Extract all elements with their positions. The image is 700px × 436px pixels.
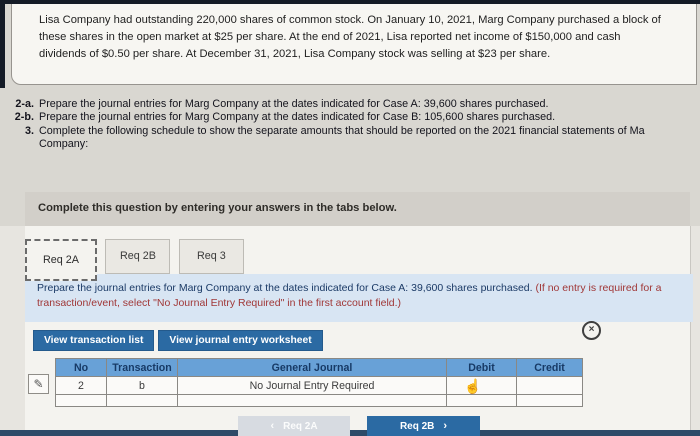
instruction-main: Prepare the journal entries for Marg Com… <box>37 282 536 294</box>
instruction-text: Prepare the journal entries for Marg Com… <box>25 274 693 311</box>
chevron-right-icon: › <box>443 420 448 432</box>
requirement-instruction-panel: Prepare the journal entries for Marg Com… <box>25 274 693 322</box>
cell-credit[interactable] <box>516 376 583 395</box>
cell-no: 2 <box>55 376 107 395</box>
window-top-edge <box>0 0 700 4</box>
table-header-row: No Transaction General Journal Debit Cre… <box>55 358 583 377</box>
cell-debit[interactable] <box>446 376 517 395</box>
tab-req-2b[interactable]: Req 2B <box>105 239 171 274</box>
next-req-2b-button[interactable]: Req 2B › <box>367 416 480 436</box>
cell-transaction <box>106 394 178 407</box>
cell-debit[interactable] <box>446 394 517 407</box>
next-button-label: Req 2B <box>399 420 435 432</box>
cell-general-journal[interactable]: No Journal Entry Required <box>177 376 447 395</box>
window-left-edge <box>0 0 5 88</box>
view-transaction-list-button[interactable]: View transaction list <box>33 330 155 351</box>
tab-req-2a[interactable]: Req 2A <box>25 239 97 281</box>
question-card: Lisa Company had outstanding 220,000 sha… <box>11 0 697 85</box>
requirement-label: 2-a. <box>15 98 34 110</box>
header-general-journal: General Journal <box>177 358 447 377</box>
requirement-label: 2-b. <box>14 111 34 124</box>
requirement-3-continued: Company: <box>39 138 89 151</box>
hand-cursor-icon: ☝ <box>464 378 482 394</box>
header-transaction: Transaction <box>106 358 178 377</box>
requirement-text: Prepare the journal entries for Marg Com… <box>39 111 556 124</box>
table-row: 2 b No Journal Entry Required <box>55 376 583 395</box>
toolbar: View transaction list View journal entry… <box>33 330 323 351</box>
cell-transaction: b <box>106 376 178 395</box>
instruction-note: (If no entry is required for a transacti… <box>37 282 662 310</box>
requirements-list: 2-a. Prepare the journal entries for Marg… <box>8 98 698 152</box>
requirement-2b: 2-b. Prepare the journal entries for Marg… <box>8 111 698 124</box>
pencil-icon[interactable]: ✎ <box>28 374 49 394</box>
cell-general-journal[interactable] <box>177 394 447 407</box>
requirement-2a: 2-a. Prepare the journal entries for Marg… <box>8 98 698 111</box>
requirement-tabs: Req 2A Req 2B Req 3 <box>25 239 248 281</box>
prev-req-2a-button[interactable]: ‹ Req 2A <box>238 416 350 436</box>
requirement-text: Prepare the journal entries for Marg Com… <box>39 98 549 110</box>
view-journal-entry-worksheet-button[interactable]: View journal entry worksheet <box>158 330 323 351</box>
prev-button-label: Req 2A <box>283 420 318 432</box>
table-row <box>55 394 583 407</box>
cell-credit[interactable] <box>516 394 583 407</box>
requirement-3: 3. Complete the following schedule to sho… <box>8 125 698 138</box>
requirement-text: Complete the following schedule to show … <box>39 124 645 137</box>
header-no: No <box>55 358 107 377</box>
requirement-label: 3. <box>24 124 34 137</box>
complete-question-banner: Complete this question by entering your … <box>25 192 690 226</box>
general-journal-table: No Transaction General Journal Debit Cre… <box>55 358 583 407</box>
chevron-left-icon: ‹ <box>270 420 275 432</box>
header-credit: Credit <box>516 358 583 377</box>
bottom-navy-strip <box>0 430 700 436</box>
question-text: Lisa Company had outstanding 220,000 sha… <box>39 14 661 61</box>
header-debit: Debit <box>446 358 517 377</box>
banner-text: Complete this question by entering your … <box>38 202 397 214</box>
cell-no <box>55 394 107 407</box>
circled-x-icon[interactable]: × <box>582 321 601 340</box>
tab-req-3[interactable]: Req 3 <box>178 239 244 274</box>
